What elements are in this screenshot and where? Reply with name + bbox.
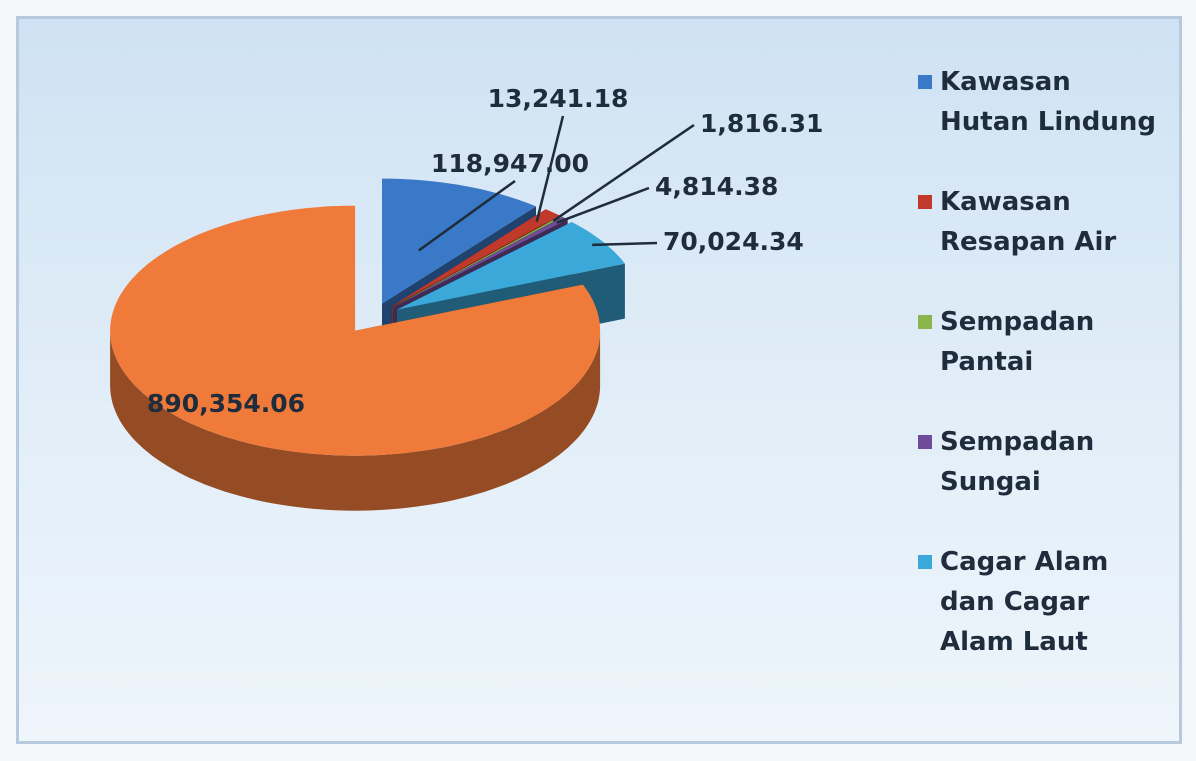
legend-swatch — [918, 315, 932, 329]
pie-tops — [110, 178, 625, 456]
slice — [392, 215, 563, 307]
legend-item: Sempadan Sungai — [918, 422, 1168, 502]
legend-label: Kawasan Resapan Air — [940, 187, 1117, 257]
legend-label: Sempadan Pantai — [940, 307, 1095, 377]
data-label: 70,024.34 — [663, 227, 804, 256]
legend: Kawasan Hutan Lindung Kawasan Resapan Air… — [918, 62, 1168, 702]
slice — [391, 209, 560, 307]
legend-swatch — [918, 195, 932, 209]
data-label: 890,354.06 — [147, 389, 305, 418]
legend-swatch — [918, 435, 932, 449]
legend-label: Sempadan Sungai — [940, 427, 1095, 497]
data-label: 4,814.38 — [655, 172, 778, 201]
leader-line — [552, 123, 695, 222]
legend-label: Cagar Alam dan Cagar Alam Laut — [940, 547, 1109, 657]
legend-swatch — [918, 75, 932, 89]
leader-line — [535, 115, 565, 223]
data-label: 1,816.31 — [700, 109, 823, 138]
slice — [382, 178, 536, 304]
leader-line — [418, 179, 516, 252]
slice-side — [110, 330, 601, 511]
leader-line — [556, 186, 650, 224]
legend-item: Cagar Alam dan Cagar Alam Laut — [918, 542, 1168, 662]
slice — [393, 217, 568, 308]
legend-swatch — [918, 555, 932, 569]
legend-item: Kawasan Hutan Lindung — [918, 62, 1168, 142]
data-label: 13,241.18 — [488, 84, 629, 113]
leader-line — [592, 241, 658, 247]
legend-item: Sempadan Pantai — [918, 302, 1168, 382]
data-label: 118,947.00 — [431, 149, 589, 178]
slice — [397, 222, 625, 310]
slice — [110, 205, 601, 456]
legend-item: Kawasan Resapan Air — [918, 182, 1168, 262]
legend-label: Kawasan Hutan Lindung — [940, 67, 1157, 137]
